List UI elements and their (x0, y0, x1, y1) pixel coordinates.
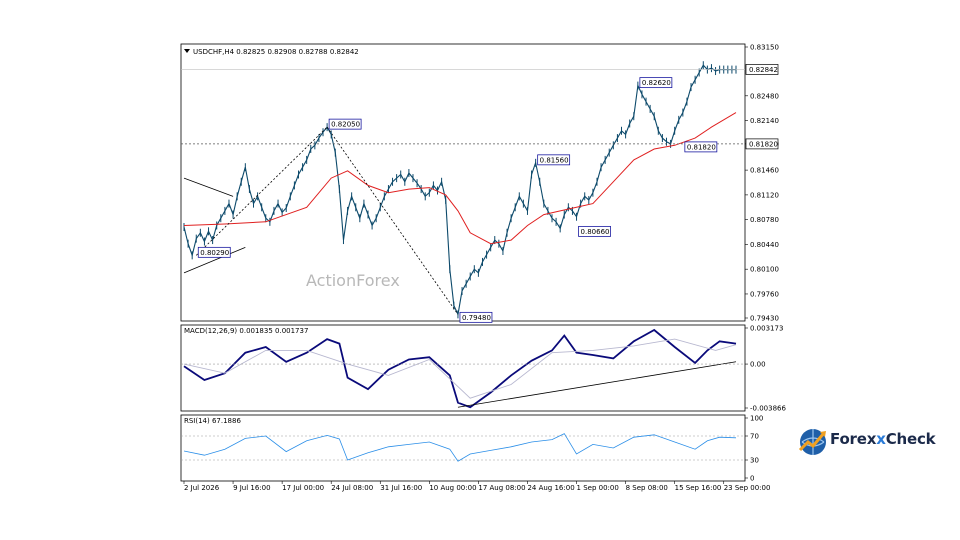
price-annotation: 0.80290 (200, 249, 229, 257)
price-annotation-box (328, 118, 362, 130)
rsi-ytick-label: 70 (750, 433, 759, 441)
macd-panel-title: MACD(12,26,9) 0.001835 0.001737 (184, 327, 308, 335)
macd-ytick-label: -0.003866 (750, 405, 786, 413)
xtick-label: 15 Sep 16:00 (675, 484, 722, 492)
current-price-tag: 0.82842 (749, 66, 778, 74)
xtick-label: 1 Sep 00:00 (577, 484, 619, 492)
price-annotation-box (578, 225, 611, 237)
price-panel (180, 43, 746, 322)
brand-prefix: Forex (830, 430, 877, 448)
price-annotation: 0.81820 (687, 143, 716, 151)
xtick-label: 8 Sep 08:00 (626, 484, 668, 492)
macd-trendline (457, 361, 737, 408)
brand-x: x (876, 430, 886, 448)
xtick-label: 9 Jul 16:00 (233, 484, 271, 492)
rsi-ytick-label: 30 (750, 457, 759, 465)
rsi-ytick-label: 100 (750, 415, 763, 423)
price-annotation: 0.82620 (642, 79, 671, 87)
price-ytick-label: 0.80440 (750, 241, 779, 249)
macd-ytick-label: 0.003173 (750, 325, 783, 333)
watermark: ActionForex (306, 271, 400, 290)
globe-chart-icon (798, 429, 826, 455)
price-trendline (195, 126, 328, 256)
price-ytick-label: 0.79430 (750, 315, 779, 323)
price-annotation: 0.79480 (462, 314, 491, 322)
xtick-label: 24 Aug 16:00 (527, 484, 574, 492)
price-trendline (183, 246, 246, 274)
support-price-tag-box (745, 138, 779, 150)
xtick-label: 23 Sep 00:00 (724, 484, 771, 492)
rsi-panel (180, 414, 746, 482)
macd-signal-line (183, 338, 737, 399)
collapse-arrow-icon[interactable] (184, 49, 190, 53)
xtick-label: 17 Aug 08:00 (478, 484, 525, 492)
price-moving-average-line (183, 112, 737, 245)
xtick-label: 2 Jul 2026 (184, 484, 220, 492)
rsi-panel-title: RSI(14) 67.1886 (184, 417, 241, 425)
price-trendline (183, 177, 234, 197)
xtick-label: 31 Jul 16:00 (380, 484, 422, 492)
price-ytick-label: 0.81120 (750, 191, 779, 199)
price-annotation-box (684, 141, 718, 153)
price-price-line (183, 64, 736, 317)
macd-macd-line (183, 328, 737, 409)
xtick-label: 10 Aug 00:00 (429, 484, 476, 492)
price-annotation-box (459, 311, 493, 323)
price-annotation-box (537, 154, 571, 166)
rsi-rsi-line (183, 433, 737, 462)
price-ytick-label: 0.80780 (750, 216, 779, 224)
brand-suffix: Check (885, 430, 936, 448)
price-annotation-box (639, 77, 673, 89)
price-annotation: 0.81560 (540, 156, 569, 164)
rsi-ytick-label: 0 (750, 475, 754, 483)
price-annotation: 0.80660 (581, 228, 610, 236)
price-ytick-label: 0.80100 (750, 266, 779, 274)
price-ytick-label: 0.82140 (750, 117, 779, 125)
price-annotation-box (197, 246, 231, 258)
support-price-tag: 0.81820 (749, 140, 778, 148)
xtick-label: 24 Jul 08:00 (331, 484, 373, 492)
price-annotation: 0.82050 (331, 121, 360, 129)
price-ytick-label: 0.83150 (750, 44, 779, 52)
price-panel-title: USDCHF,H4 0.82825 0.82908 0.82788 0.8284… (193, 48, 359, 56)
macd-ytick-label: 0.00 (750, 361, 766, 369)
forexcheck-logo: ForexxCheck (798, 424, 938, 460)
price-ytick-label: 0.79760 (750, 290, 779, 298)
current-price-tag-box (745, 64, 779, 75)
xtick-label: 17 Jul 00:00 (282, 484, 324, 492)
price-ytick-label: 0.81460 (750, 167, 779, 175)
macd-panel (180, 324, 746, 412)
price-ytick-label: 0.82480 (750, 92, 779, 100)
